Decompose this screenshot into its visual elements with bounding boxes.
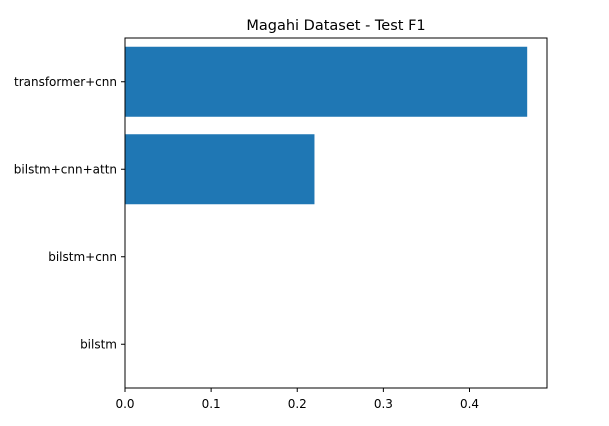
plot-frame — [124, 37, 548, 389]
x-tick-label: 0.1 — [202, 397, 221, 411]
y-axis: bilstm bilstm+cnn bilstm+cnn+attn transform… — [14, 75, 125, 351]
x-tick-label: 0.0 — [115, 397, 134, 411]
bars-layer — [125, 46, 528, 205]
y-tick-label: transformer+cnn — [14, 75, 117, 89]
x-tick-label: 0.2 — [288, 397, 307, 411]
x-tick-label: 0.3 — [374, 397, 393, 411]
y-tick-label: bilstm+cnn+attn — [14, 162, 117, 176]
x-axis: 0.0 0.1 0.2 0.3 0.4 — [115, 388, 479, 411]
y-tick-label: bilstm — [80, 337, 117, 351]
y-tick-label: bilstm+cnn — [48, 250, 117, 264]
x-tick-label: 0.4 — [460, 397, 479, 411]
bar-bilstm-cnn-attn — [125, 134, 315, 205]
bar-transformer-cnn — [125, 46, 528, 117]
chart-title: Magahi Dataset - Test F1 — [246, 18, 425, 34]
